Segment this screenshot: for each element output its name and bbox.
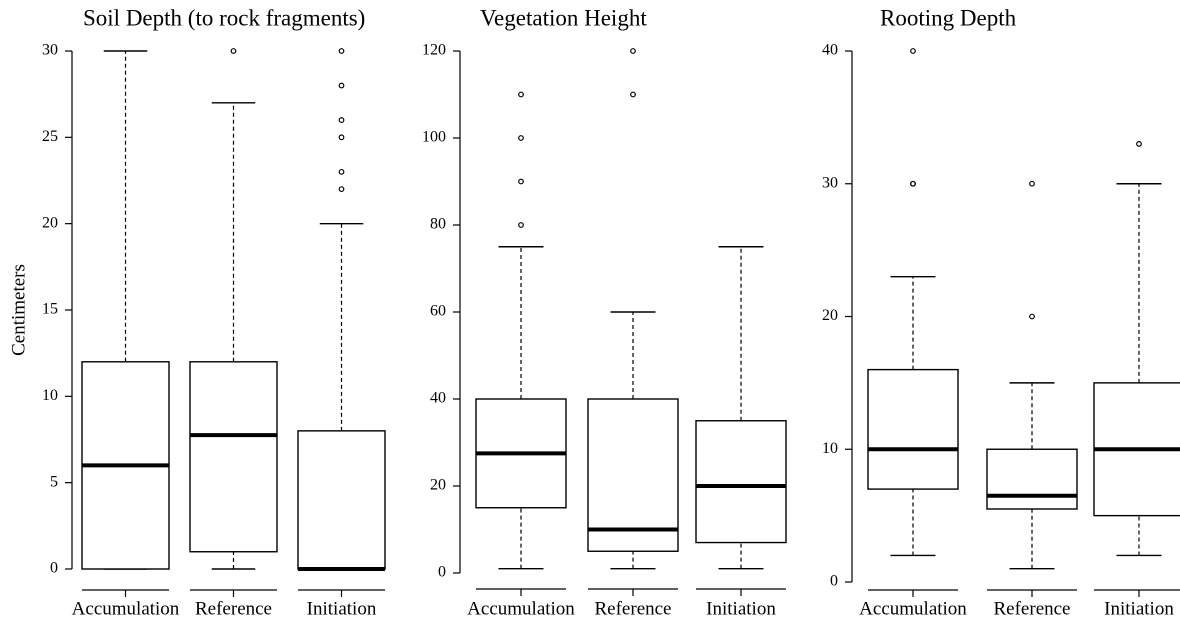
x-tick-label: Initiation: [307, 598, 377, 619]
y-tick-label: 20: [822, 307, 838, 324]
outlier: [910, 48, 916, 54]
y-tick-label: 0: [830, 573, 838, 590]
y-tick-label: 30: [822, 174, 838, 191]
y-tick-label: 40: [822, 42, 838, 59]
x-tick-label: Accumulation: [467, 598, 575, 619]
outlier: [518, 91, 524, 98]
outlier: [338, 82, 345, 89]
box: [867, 368, 959, 490]
y-tick-label: 20: [42, 214, 58, 231]
y-tick-label: 80: [430, 216, 446, 233]
outlier: [338, 186, 345, 193]
box: [695, 420, 787, 544]
outlier: [338, 168, 345, 175]
x-tick-label: Accumulation: [859, 598, 967, 619]
x-tick-label: Reference: [994, 598, 1071, 619]
x-tick-label: Reference: [195, 598, 272, 619]
y-tick-label: 20: [430, 477, 446, 494]
x-tick-label: Reference: [595, 598, 672, 619]
outlier: [518, 178, 524, 185]
y-tick-label: 100: [422, 129, 446, 146]
y-axis-label: Centimeters: [8, 264, 29, 356]
chart-title: Rooting Depth: [880, 5, 1017, 30]
y-tick-label: 0: [50, 560, 58, 577]
box: [587, 398, 679, 552]
outlier: [230, 48, 237, 54]
y-tick-label: 25: [42, 128, 58, 145]
y-tick-label: 10: [822, 440, 838, 457]
y-tick-label: 5: [50, 473, 58, 490]
outlier: [338, 134, 345, 141]
outlier: [338, 117, 345, 123]
outlier: [630, 91, 636, 98]
outlier: [518, 135, 524, 141]
box: [986, 448, 1078, 510]
outlier: [518, 222, 524, 228]
y-tick-label: 40: [430, 390, 446, 407]
chart-title: Vegetation Height: [480, 5, 647, 30]
y-tick-label: 15: [42, 301, 58, 318]
y-tick-label: 0: [438, 564, 446, 581]
box: [297, 430, 386, 570]
x-tick-label: Initiation: [706, 598, 776, 619]
outlier: [1029, 313, 1035, 320]
outlier: [630, 48, 636, 54]
outlier: [338, 48, 345, 54]
y-tick-label: 30: [42, 42, 58, 59]
x-tick-label: Initiation: [1104, 598, 1174, 619]
y-tick-label: 60: [430, 303, 446, 320]
chart-title: Soil Depth (to rock fragments): [83, 5, 365, 30]
outlier: [1136, 141, 1142, 147]
outlier: [910, 180, 916, 187]
box: [189, 361, 278, 553]
y-tick-label: 10: [42, 387, 58, 404]
outlier: [1029, 180, 1035, 187]
y-tick-label: 120: [422, 42, 446, 59]
x-tick-label: Accumulation: [72, 598, 180, 619]
